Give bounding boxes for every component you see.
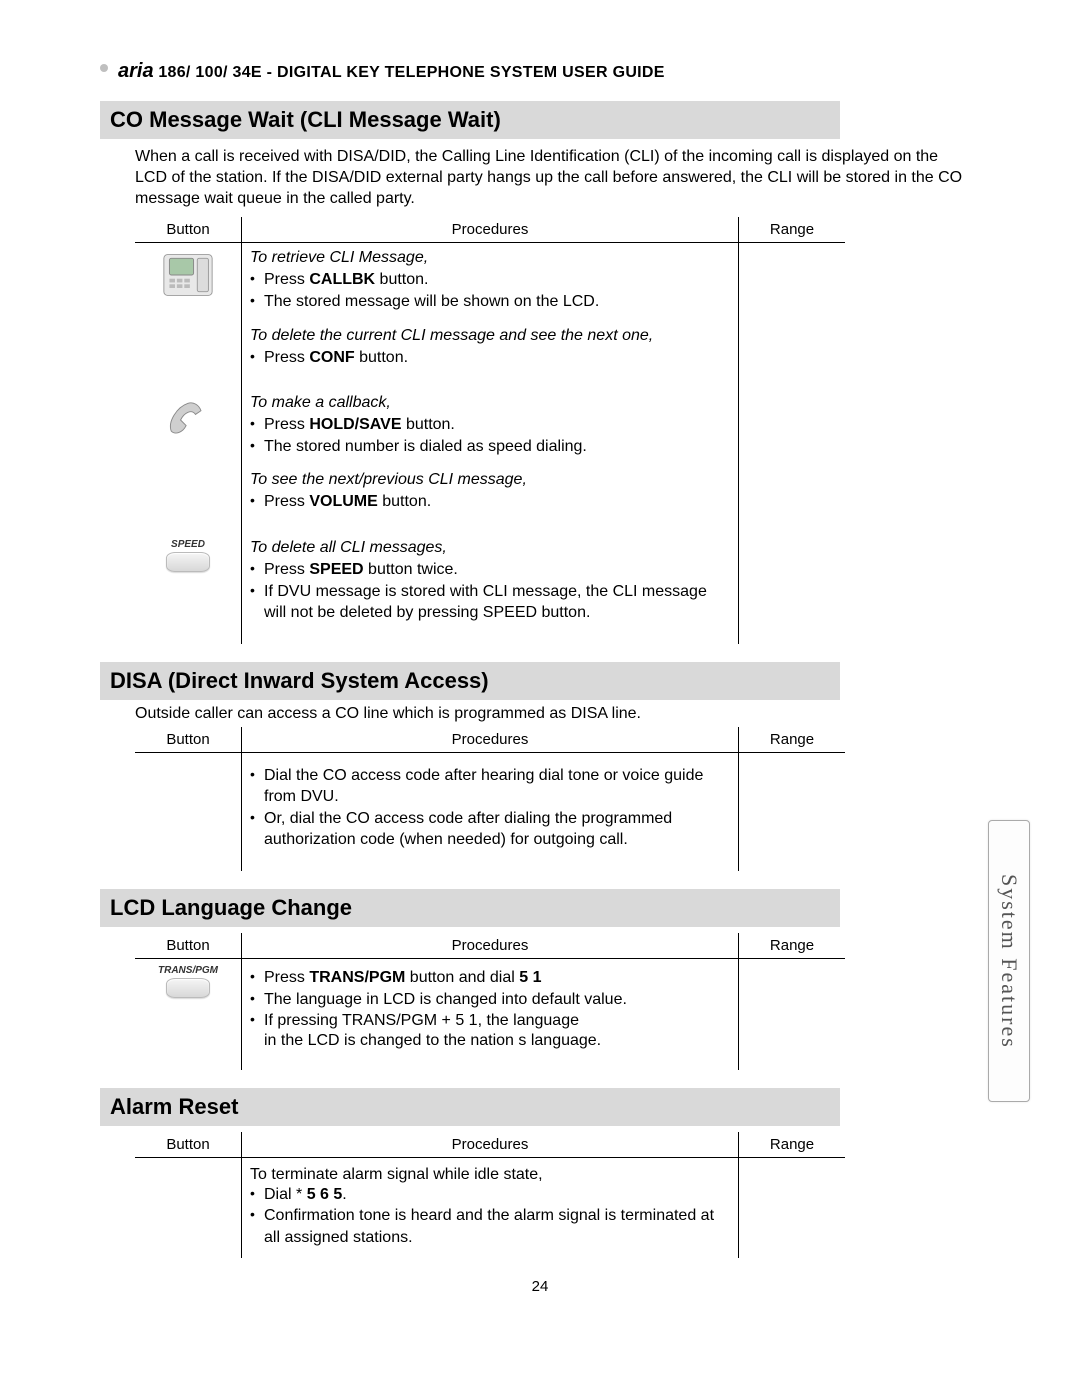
col-header-range: Range [739, 727, 846, 753]
range-cell [739, 752, 846, 871]
button-cell: SPEED [135, 533, 242, 644]
proc-item: Confirmation tone is heard and the alarm… [250, 1205, 730, 1248]
section-title-alarm-reset: Alarm Reset [100, 1088, 840, 1126]
proc-item-cont: in the LCD is changed to the nation s la… [250, 1032, 730, 1050]
side-tab-label: System Features [996, 874, 1022, 1049]
proc-item: Press HOLD/SAVE button. [250, 414, 730, 436]
col-header-button: Button [135, 217, 242, 243]
col-header-button: Button [135, 1132, 242, 1158]
section-intro: Outside caller can access a CO line whic… [100, 700, 980, 727]
proc-heading-plain: To terminate alarm signal while idle sta… [250, 1166, 730, 1184]
proc-heading: To make a callback, [250, 394, 730, 412]
proc-item: Press CALLBK button. [250, 269, 730, 291]
proc-heading: To see the next/previous CLI message, [250, 471, 730, 489]
proc-item: The stored message will be shown on the … [250, 291, 730, 313]
procedures-cell: To delete all CLI messages, Press SPEED … [242, 533, 739, 644]
speed-button-icon [166, 552, 210, 572]
procedures-cell: To make a callback, Press HOLD/SAVE butt… [242, 388, 739, 533]
proc-heading: To retrieve CLI Message, [250, 249, 730, 267]
header-title: 186/ 100/ 34E - DIGITAL KEY TELEPHONE SY… [154, 64, 665, 81]
button-label: SPEED [143, 539, 233, 550]
button-label: TRANS/PGM [143, 965, 233, 976]
section-title-disa: DISA (Direct Inward System Access) [100, 662, 840, 700]
range-cell [739, 388, 846, 533]
col-header-procedures: Procedures [242, 217, 739, 243]
table-co-message: Button Procedures Range To ret [135, 217, 845, 643]
table-lcd-language: Button Procedures Range TRANS/PGM Press … [135, 933, 845, 1070]
button-cell [135, 1157, 242, 1258]
col-header-range: Range [739, 933, 846, 959]
page-number: 24 [100, 1278, 980, 1295]
range-cell [739, 1157, 846, 1258]
col-header-button: Button [135, 727, 242, 753]
document-header: aria 186/ 100/ 34E - DIGITAL KEY TELEPHO… [100, 60, 980, 83]
bullet-icon [100, 64, 108, 72]
proc-item: Press CONF button. [250, 347, 730, 369]
col-header-procedures: Procedures [242, 1132, 739, 1158]
procedures-cell: Dial the CO access code after hearing di… [242, 752, 739, 871]
section-title-lcd-language: LCD Language Change [100, 889, 840, 927]
proc-item: If pressing TRANS/PGM + 5 1, the languag… [250, 1010, 730, 1032]
col-header-button: Button [135, 933, 242, 959]
col-header-range: Range [739, 217, 846, 243]
trans-pgm-button-icon [166, 978, 210, 998]
proc-item: Dial * 5 6 5. [250, 1184, 730, 1206]
proc-item: Press VOLUME button. [250, 491, 730, 513]
procedures-cell: To retrieve CLI Message, Press CALLBK bu… [242, 243, 739, 388]
proc-item: The stored number is dialed as speed dia… [250, 436, 730, 458]
table-disa: Button Procedures Range Dial the CO acce… [135, 727, 845, 871]
handset-icon [160, 394, 216, 446]
proc-heading: To delete all CLI messages, [250, 539, 730, 557]
procedures-cell: Press TRANS/PGM button and dial 5 1 The … [242, 958, 739, 1069]
side-tab: System Features [988, 820, 1030, 1102]
proc-item: Or, dial the CO access code after dialin… [250, 808, 730, 851]
procedures-cell: To terminate alarm signal while idle sta… [242, 1157, 739, 1258]
button-cell [135, 388, 242, 533]
section-intro: When a call is received with DISA/DID, t… [100, 139, 980, 217]
desk-phone-icon [160, 249, 216, 301]
proc-item: Press SPEED button twice. [250, 559, 730, 581]
range-cell [739, 533, 846, 644]
button-cell: TRANS/PGM [135, 958, 242, 1069]
document-page: aria 186/ 100/ 34E - DIGITAL KEY TELEPHO… [0, 0, 1080, 1335]
range-cell [739, 243, 846, 388]
proc-item: Dial the CO access code after hearing di… [250, 765, 730, 808]
table-alarm-reset: Button Procedures Range To terminate ala… [135, 1132, 845, 1259]
col-header-range: Range [739, 1132, 846, 1158]
brand-name: aria [118, 60, 154, 82]
section-title-co-message: CO Message Wait (CLI Message Wait) [100, 101, 840, 139]
proc-item: If DVU message is stored with CLI messag… [250, 581, 730, 624]
button-cell [135, 752, 242, 871]
proc-item: Press TRANS/PGM button and dial 5 1 [250, 967, 730, 989]
proc-heading: To delete the current CLI message and se… [250, 327, 730, 345]
button-cell [135, 243, 242, 388]
proc-item: The language in LCD is changed into defa… [250, 989, 730, 1011]
col-header-procedures: Procedures [242, 933, 739, 959]
range-cell [739, 958, 846, 1069]
col-header-procedures: Procedures [242, 727, 739, 753]
